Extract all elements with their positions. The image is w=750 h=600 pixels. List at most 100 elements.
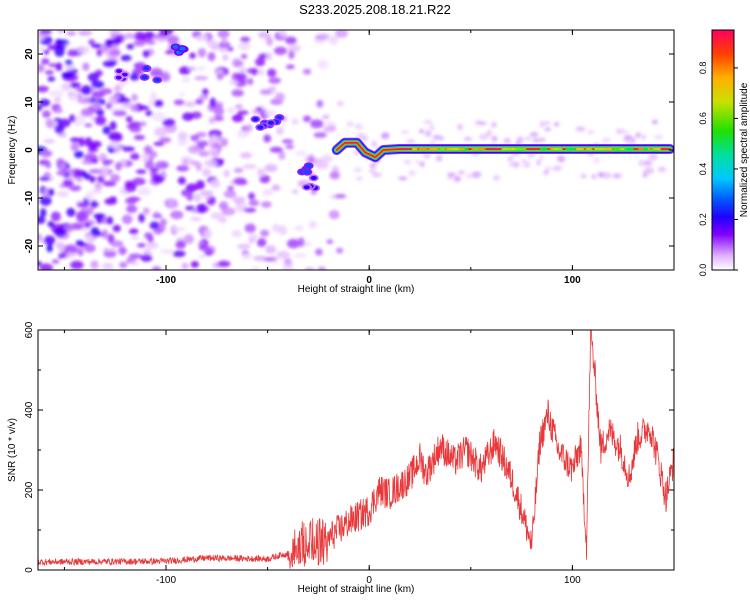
noise-blob xyxy=(493,174,501,181)
noise-blob xyxy=(108,141,119,149)
noise-blob xyxy=(75,240,85,246)
spot-core xyxy=(154,77,161,82)
noise-blob xyxy=(76,201,90,208)
noise-blob xyxy=(154,37,168,42)
noise-blob xyxy=(45,118,53,129)
ridge-texture xyxy=(418,147,429,151)
noise-blob xyxy=(279,30,287,38)
noise-blob xyxy=(44,69,54,76)
ridge-texture xyxy=(539,147,549,151)
ridge-texture xyxy=(452,147,460,151)
noise-blob xyxy=(104,198,118,205)
noise-blob xyxy=(181,76,191,83)
noise-blob xyxy=(507,156,514,162)
noise-blob xyxy=(316,33,330,39)
noise-blob xyxy=(198,150,210,157)
noise-blob xyxy=(281,139,294,144)
noise-blob xyxy=(302,68,312,75)
noise-blob xyxy=(210,212,224,220)
noise-blob xyxy=(172,250,186,258)
noise-blob xyxy=(248,238,255,244)
noise-blob xyxy=(287,238,301,249)
noise-blob xyxy=(477,121,487,125)
y-tick-label: 400 xyxy=(24,401,35,418)
noise-blob xyxy=(85,190,94,201)
noise-blob xyxy=(55,107,63,114)
noise-blob xyxy=(190,216,202,222)
noise-blob xyxy=(231,229,242,238)
ridge-texture xyxy=(438,147,447,151)
noise-blob xyxy=(159,218,168,226)
ridge-texture xyxy=(623,147,635,151)
noise-blob xyxy=(516,136,524,144)
noise-blob xyxy=(253,255,267,261)
noise-blob xyxy=(70,137,81,143)
noise-blob xyxy=(556,155,566,163)
noise-blob xyxy=(118,246,127,256)
noise-blob xyxy=(181,262,189,270)
spot-core xyxy=(116,69,123,74)
noise-blob xyxy=(294,253,307,259)
noise-blob xyxy=(321,114,330,120)
noise-blob xyxy=(133,31,146,41)
noise-blob xyxy=(86,234,94,243)
noise-blob xyxy=(264,163,278,173)
noise-blob xyxy=(423,120,433,124)
noise-blob xyxy=(346,120,354,128)
noise-blob xyxy=(182,158,189,167)
noise-blob xyxy=(408,170,417,177)
noise-blob xyxy=(356,176,363,181)
y-tick-label: 600 xyxy=(24,321,35,338)
x-tick-label: -100 xyxy=(156,575,176,586)
ridge-texture xyxy=(577,147,585,151)
noise-blob xyxy=(233,177,247,185)
noise-blob xyxy=(132,177,146,186)
noise-blob xyxy=(509,162,514,166)
noise-blob xyxy=(463,137,473,141)
noise-blob xyxy=(121,214,133,225)
noise-blob xyxy=(195,66,207,71)
noise-blob xyxy=(89,175,96,183)
noise-blob xyxy=(76,45,90,55)
colorbar-tick-label: 0.2 xyxy=(698,213,708,226)
noise-blob xyxy=(126,204,138,214)
spot-core xyxy=(310,175,317,180)
noise-blob xyxy=(138,213,145,223)
noise-blob xyxy=(250,68,259,76)
noise-blob xyxy=(142,207,150,215)
noise-blob xyxy=(75,210,89,221)
spot-core xyxy=(304,170,311,175)
y-tick-label: 0 xyxy=(24,567,35,573)
spectrogram-data xyxy=(38,30,674,270)
noise-blob xyxy=(137,186,151,196)
x-tick-label: 0 xyxy=(366,575,372,586)
noise-blob xyxy=(57,30,64,34)
colorbar-frame xyxy=(711,29,735,271)
noise-blob xyxy=(255,106,263,113)
noise-blob xyxy=(260,201,272,208)
noise-blob xyxy=(263,257,277,262)
y-tick-label: 10 xyxy=(24,96,35,108)
noise-blob xyxy=(485,131,492,138)
noise-blob xyxy=(69,82,81,89)
noise-blob xyxy=(70,222,84,230)
noise-blob xyxy=(256,238,267,247)
noise-blob xyxy=(593,157,600,164)
noise-blob xyxy=(196,203,207,214)
noise-blob xyxy=(241,252,253,260)
noise-blob xyxy=(96,109,105,116)
noise-blob xyxy=(39,263,53,270)
noise-blob xyxy=(129,105,139,112)
noise-blob xyxy=(491,135,498,142)
noise-blob xyxy=(90,202,100,207)
noise-blob xyxy=(39,208,47,218)
spectrogram-ylabel: Frequency (Hz) xyxy=(7,116,18,185)
noise-blob xyxy=(129,125,142,133)
noise-blob xyxy=(90,227,100,237)
y-tick-label: -20 xyxy=(24,238,35,253)
noise-blob xyxy=(87,72,99,82)
noise-blob xyxy=(247,78,254,86)
noise-blob xyxy=(531,138,542,143)
